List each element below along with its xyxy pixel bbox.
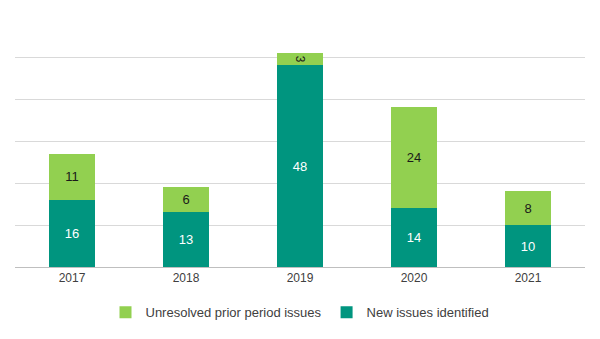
svg-text:2017: 2017 bbox=[59, 271, 86, 285]
svg-text:6: 6 bbox=[182, 192, 189, 207]
svg-text:Unresolved prior period issues: Unresolved prior period issues bbox=[146, 305, 322, 320]
svg-text:2021: 2021 bbox=[515, 271, 542, 285]
svg-text:8: 8 bbox=[524, 201, 531, 216]
svg-text:2019: 2019 bbox=[287, 271, 314, 285]
svg-text:11: 11 bbox=[65, 169, 79, 184]
svg-text:10: 10 bbox=[521, 239, 535, 254]
svg-text:2020: 2020 bbox=[401, 271, 428, 285]
svg-text:3: 3 bbox=[293, 56, 307, 63]
svg-text:New issues identified: New issues identified bbox=[367, 305, 489, 320]
svg-text:13: 13 bbox=[179, 232, 193, 247]
svg-text:16: 16 bbox=[65, 226, 79, 241]
svg-text:48: 48 bbox=[293, 159, 307, 174]
svg-text:24: 24 bbox=[407, 150, 421, 165]
svg-text:14: 14 bbox=[407, 230, 421, 245]
svg-text:2018: 2018 bbox=[173, 271, 200, 285]
